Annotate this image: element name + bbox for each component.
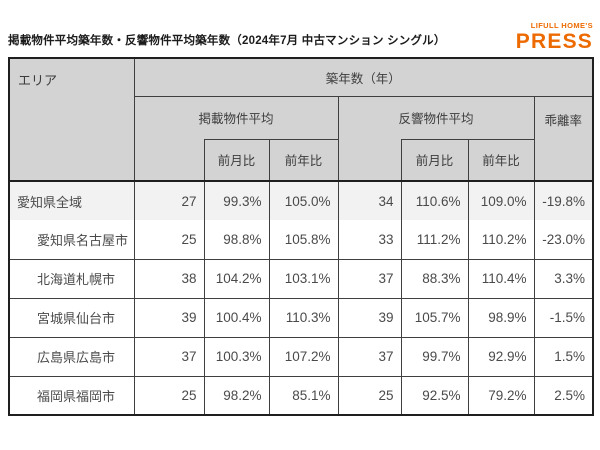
area-cell: 福岡県福岡市 [8, 375, 135, 416]
area-cell: 広島県広島市 [8, 336, 135, 377]
response-mom-cell: 99.7% [400, 336, 469, 377]
listed-yoy-cell: 85.1% [268, 375, 339, 416]
listed-mom-cell: 104.2% [203, 258, 270, 299]
response-yoy-cell: 110.4% [467, 258, 535, 299]
divergence-cell: -23.0% [533, 220, 594, 260]
response-avg-cell: 34 [337, 180, 402, 220]
listed-avg-cell: 37 [133, 336, 205, 377]
area-cell: 愛知県名古屋市 [8, 220, 135, 260]
response-mom-cell: 105.7% [400, 297, 469, 338]
column-header-listed-yoy: 前年比 [268, 138, 339, 182]
table-row-sendai: 宮城県仙台市 39 100.4% 110.3% 39 105.7% 98.9% … [8, 297, 594, 338]
response-mom-cell: 110.6% [400, 180, 469, 220]
page-title: 掲載物件平均築年数・反響物件平均築年数（2024年7月 中古マンション シングル… [8, 35, 446, 47]
listed-avg-cell: 25 [133, 220, 205, 260]
listed-mom-cell: 99.3% [203, 180, 270, 220]
column-header-building-age: 築年数（年） [133, 57, 594, 97]
table-row-aichi-all: 愛知県全域 27 99.3% 105.0% 34 110.6% 109.0% -… [8, 180, 594, 220]
column-header-response-avg: 反響物件平均 [337, 95, 535, 139]
area-cell: 愛知県全域 [8, 180, 135, 220]
table-row-nagoya: 愛知県名古屋市 25 98.8% 105.8% 33 111.2% 110.2%… [8, 220, 594, 260]
response-avg-cell: 33 [337, 220, 402, 260]
logo-press-text: PRESS [515, 29, 593, 53]
listed-mom-cell: 98.8% [203, 220, 270, 260]
header-row-2: 掲載物件平均 反響物件平均 乖離率 [9, 95, 594, 182]
lifull-homes-press-logo: LIFULL HOME'S PRESS [516, 22, 593, 52]
listed-avg-cell: 39 [133, 297, 205, 338]
listed-avg-cell: 27 [133, 180, 205, 220]
divergence-cell: 2.5% [533, 375, 594, 416]
column-header-response-yoy: 前年比 [467, 138, 535, 182]
listed-avg-cell: 25 [133, 375, 205, 416]
column-header-response-mom: 前月比 [400, 138, 469, 182]
divergence-cell: 3.3% [533, 258, 594, 299]
divergence-cell: -1.5% [533, 297, 594, 338]
divergence-cell: -19.8% [533, 180, 594, 220]
header-spacer-listed [133, 139, 205, 182]
response-avg-cell: 25 [337, 375, 402, 416]
response-yoy-cell: 92.9% [467, 336, 535, 377]
response-mom-cell: 92.5% [400, 375, 469, 416]
listed-yoy-cell: 103.1% [268, 258, 339, 299]
column-header-listed-mom: 前月比 [203, 138, 270, 182]
table-row-sapporo: 北海道札幌市 38 104.2% 103.1% 37 88.3% 110.4% … [8, 258, 594, 299]
listed-mom-cell: 100.4% [203, 297, 270, 338]
response-yoy-cell: 110.2% [467, 220, 535, 260]
response-avg-cell: 37 [337, 258, 402, 299]
column-header-divergence: 乖離率 [533, 95, 594, 182]
listed-yoy-cell: 107.2% [268, 336, 339, 377]
header-row-1: エリア 築年数（年） [8, 57, 594, 182]
header-row-3: 前月比 前年比 前月比 前年比 [9, 138, 593, 182]
listed-mom-cell: 100.3% [203, 336, 270, 377]
table-row-fukuoka: 福岡県福岡市 25 98.2% 85.1% 25 92.5% 79.2% 2.5… [8, 375, 594, 416]
response-mom-cell: 88.3% [400, 258, 469, 299]
response-yoy-cell: 109.0% [467, 180, 535, 220]
divergence-cell: 1.5% [533, 336, 594, 377]
header-spacer-response [337, 139, 402, 182]
listed-yoy-cell: 105.8% [268, 220, 339, 260]
response-mom-cell: 111.2% [400, 220, 469, 260]
area-cell: 北海道札幌市 [8, 258, 135, 299]
listed-yoy-cell: 105.0% [268, 180, 339, 220]
table-row-hiroshima: 広島県広島市 37 100.3% 107.2% 37 99.7% 92.9% 1… [8, 336, 594, 377]
listed-avg-cell: 38 [133, 258, 205, 299]
response-yoy-cell: 79.2% [467, 375, 535, 416]
column-header-area: エリア [8, 57, 135, 182]
response-avg-cell: 37 [337, 336, 402, 377]
column-header-listed-avg: 掲載物件平均 [133, 95, 339, 139]
area-cell: 宮城県仙台市 [8, 297, 135, 338]
response-avg-cell: 39 [337, 297, 402, 338]
listed-mom-cell: 98.2% [203, 375, 270, 416]
building-age-table: エリア 築年数（年） 掲載物件平均 反響物件平均 乖離率 前月比 前年比 前月比… [8, 57, 595, 416]
listed-yoy-cell: 110.3% [268, 297, 339, 338]
logo-top-text: LIFULL HOME'S [530, 21, 593, 30]
response-yoy-cell: 98.9% [467, 297, 535, 338]
